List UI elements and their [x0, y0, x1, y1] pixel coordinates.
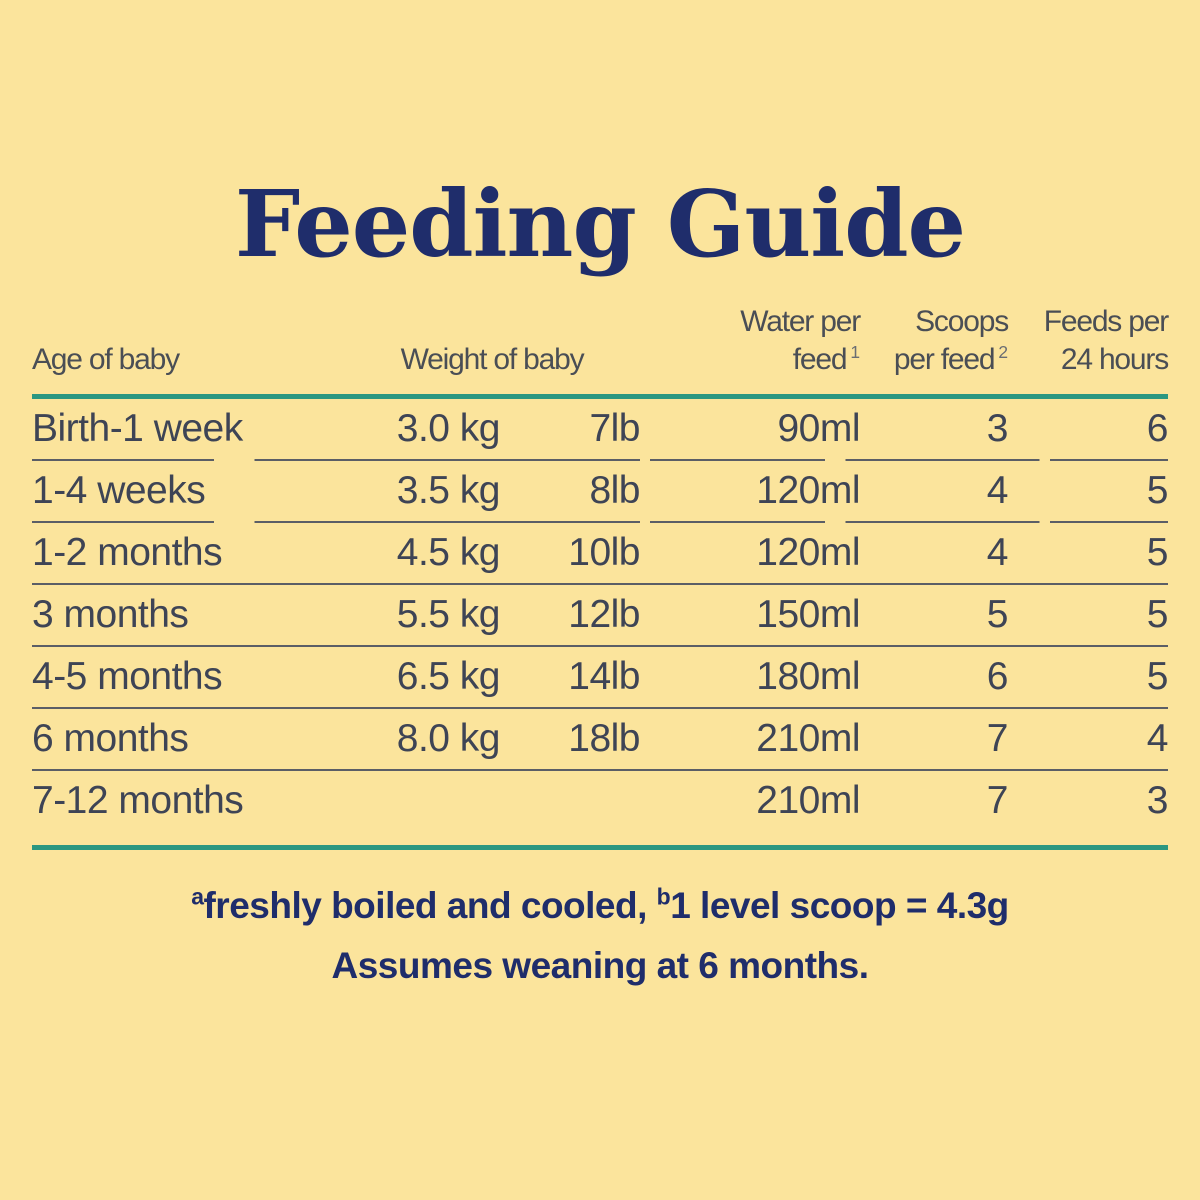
header-water-per-feed: Water per feed 1 — [740, 305, 861, 377]
table-row: 4-5 months 6.5 kg 14lb 180ml 6 5 — [32, 647, 1169, 707]
footnote-sup-a: a — [191, 883, 204, 910]
cell-lb: 8lb — [589, 468, 640, 512]
row-separator — [32, 644, 1168, 647]
cell-feeds: 5 — [1146, 654, 1169, 698]
cell-water: 210ml — [756, 778, 860, 822]
row-separator — [32, 458, 1168, 461]
cell-scoops: 7 — [986, 778, 1009, 822]
cell-kg: 4.5 kg — [396, 530, 501, 574]
feeding-table: Age of baby Weight of baby Water per fee… — [0, 284, 1200, 996]
cell-water: 180ml — [756, 654, 860, 698]
cell-age: 1-4 weeks — [32, 468, 206, 512]
footnote-marker-2: 2 — [998, 342, 1008, 363]
cell-feeds: 3 — [1146, 778, 1169, 822]
cell-scoops: 6 — [986, 654, 1009, 698]
row-separator — [32, 706, 1168, 709]
table-row: 6 months 8.0 kg 18lb 210ml 7 4 — [32, 709, 1169, 769]
cell-kg: 3.5 kg — [396, 468, 501, 512]
cell-feeds: 6 — [1146, 406, 1169, 450]
cell-scoops: 7 — [986, 716, 1009, 760]
cell-scoops: 4 — [986, 530, 1009, 574]
cell-water: 120ml — [756, 468, 860, 512]
cell-feeds: 5 — [1146, 592, 1169, 636]
header-weight-of-baby: Weight of baby — [400, 343, 585, 377]
table-top-rule — [32, 393, 1168, 399]
table-bottom-rule — [32, 844, 1168, 850]
cell-kg: 8.0 kg — [396, 716, 501, 760]
cell-kg: 5.5 kg — [396, 592, 501, 636]
cell-age: Birth-1 week — [32, 406, 243, 450]
footnotes: afreshly boiled and cooled, b1 level sco… — [32, 876, 1168, 996]
table-row: 7-12 months 210ml 7 3 — [32, 771, 1169, 831]
cell-water: 90ml — [777, 406, 860, 450]
table-row: 3 months 5.5 kg 12lb 150ml 5 5 — [32, 585, 1169, 645]
footnote-sup-b: b — [656, 883, 671, 910]
page-title: Feeding Guide — [234, 170, 966, 278]
cell-age: 6 months — [32, 716, 189, 760]
cell-age: 4-5 months — [32, 654, 223, 698]
cell-lb: 18lb — [568, 716, 640, 760]
footnote-line-1: afreshly boiled and cooled, b1 level sco… — [191, 883, 1009, 926]
cell-scoops: 3 — [986, 406, 1009, 450]
footnote-marker-1: 1 — [850, 342, 860, 363]
table-row: 1-2 months 4.5 kg 10lb 120ml 4 5 — [32, 523, 1169, 583]
cell-age: 1-2 months — [32, 530, 223, 574]
cell-age: 7-12 months — [32, 778, 244, 822]
cell-water: 210ml — [756, 716, 860, 760]
table-header-row: Age of baby Weight of baby Water per fee… — [32, 284, 1169, 380]
cell-water: 120ml — [756, 530, 860, 574]
cell-scoops: 4 — [986, 468, 1009, 512]
cell-kg: 6.5 kg — [396, 654, 501, 698]
row-separator — [32, 582, 1168, 585]
cell-feeds: 5 — [1146, 530, 1169, 574]
table-row: 1-4 weeks 3.5 kg 8lb 120ml 4 5 — [32, 461, 1169, 521]
cell-kg: 3.0 kg — [396, 406, 501, 450]
cell-feeds: 5 — [1146, 468, 1169, 512]
row-separator — [32, 768, 1168, 771]
header-feeds-per-24-hours: Feeds per 24 hours — [1043, 305, 1169, 377]
cell-lb: 12lb — [568, 592, 640, 636]
cell-feeds: 4 — [1146, 716, 1169, 760]
cell-lb: 7lb — [589, 406, 640, 450]
cell-scoops: 5 — [986, 592, 1009, 636]
footnote-line-2: Assumes weaning at 6 months. — [331, 944, 869, 986]
row-separator — [32, 520, 1168, 523]
header-scoops-per-feed: Scoops per feed 2 — [893, 305, 1009, 377]
cell-lb: 14lb — [568, 654, 640, 698]
cell-age: 3 months — [32, 592, 189, 636]
table-row: Birth-1 week 3.0 kg 7lb 90ml 3 6 — [32, 399, 1169, 459]
header-age-of-baby: Age of baby — [32, 343, 180, 377]
cell-water: 150ml — [756, 592, 860, 636]
cell-lb: 10lb — [568, 530, 640, 574]
